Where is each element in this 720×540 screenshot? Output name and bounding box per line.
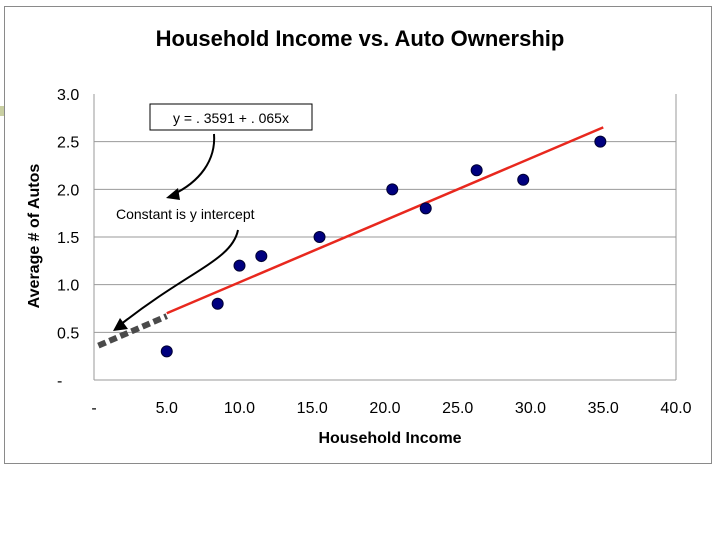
y-tick-label: 1.0 [57, 278, 79, 295]
intercept-extrapolation-line [97, 313, 168, 349]
data-point [160, 345, 173, 358]
y-axis-label: Average # of Autos [26, 164, 43, 309]
intercept-arrow-head [113, 318, 128, 331]
intercept-note: Constant is y intercept [116, 206, 255, 222]
chart-frame [4, 6, 712, 464]
x-tick-label: 15.0 [297, 400, 328, 417]
tick-labels: - 0.5 1.0 1.5 2.0 2.5 3.0 - 5.0 10.0 15.0 20.0 25.0 3… [57, 87, 692, 417]
x-tick-label: 10.0 [224, 400, 255, 417]
grid-lines [93, 94, 677, 381]
x-tick-label: 20.0 [369, 400, 400, 417]
x-tick-label: - [91, 400, 96, 417]
y-tick-label: 0.5 [57, 325, 79, 342]
equation-arrow-head [166, 188, 180, 200]
x-tick-label: 5.0 [156, 400, 178, 417]
intercept-arrow [119, 229, 239, 326]
data-point [233, 259, 246, 272]
data-point [386, 183, 399, 196]
x-tick-label: 30.0 [515, 400, 546, 417]
data-point [313, 231, 326, 243]
regression-line [166, 126, 604, 315]
x-tick-label: 35.0 [588, 400, 619, 417]
data-point [470, 164, 483, 177]
x-tick-label: 40.0 [660, 400, 691, 417]
data-point [594, 135, 607, 148]
x-tick-label: 25.0 [442, 400, 473, 417]
y-tick-label: 3.0 [57, 87, 79, 104]
y-tick-label: - [57, 373, 62, 390]
y-tick-label: 2.0 [57, 182, 79, 199]
equation-arrow [171, 133, 216, 196]
equation-box [149, 103, 313, 131]
data-points [160, 135, 607, 358]
x-axis-label: Household Income [318, 430, 461, 447]
y-tick-label: 2.5 [57, 135, 79, 152]
lines [97, 126, 604, 349]
equation-label: y = . 3591 + . 065x [173, 110, 289, 126]
data-point [255, 250, 268, 263]
data-point [211, 297, 224, 310]
data-point [517, 173, 530, 186]
chart-title: Household Income vs. Auto Ownership [156, 26, 565, 51]
y-tick-label: 1.5 [57, 230, 79, 247]
data-point [419, 202, 432, 215]
